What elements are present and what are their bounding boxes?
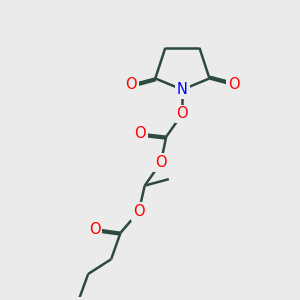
Text: O: O	[133, 204, 145, 219]
Text: O: O	[89, 222, 100, 237]
Text: O: O	[125, 77, 137, 92]
Text: N: N	[177, 82, 188, 97]
Text: O: O	[155, 155, 167, 170]
Text: O: O	[228, 77, 239, 92]
Text: O: O	[177, 106, 188, 121]
Text: O: O	[134, 126, 146, 141]
